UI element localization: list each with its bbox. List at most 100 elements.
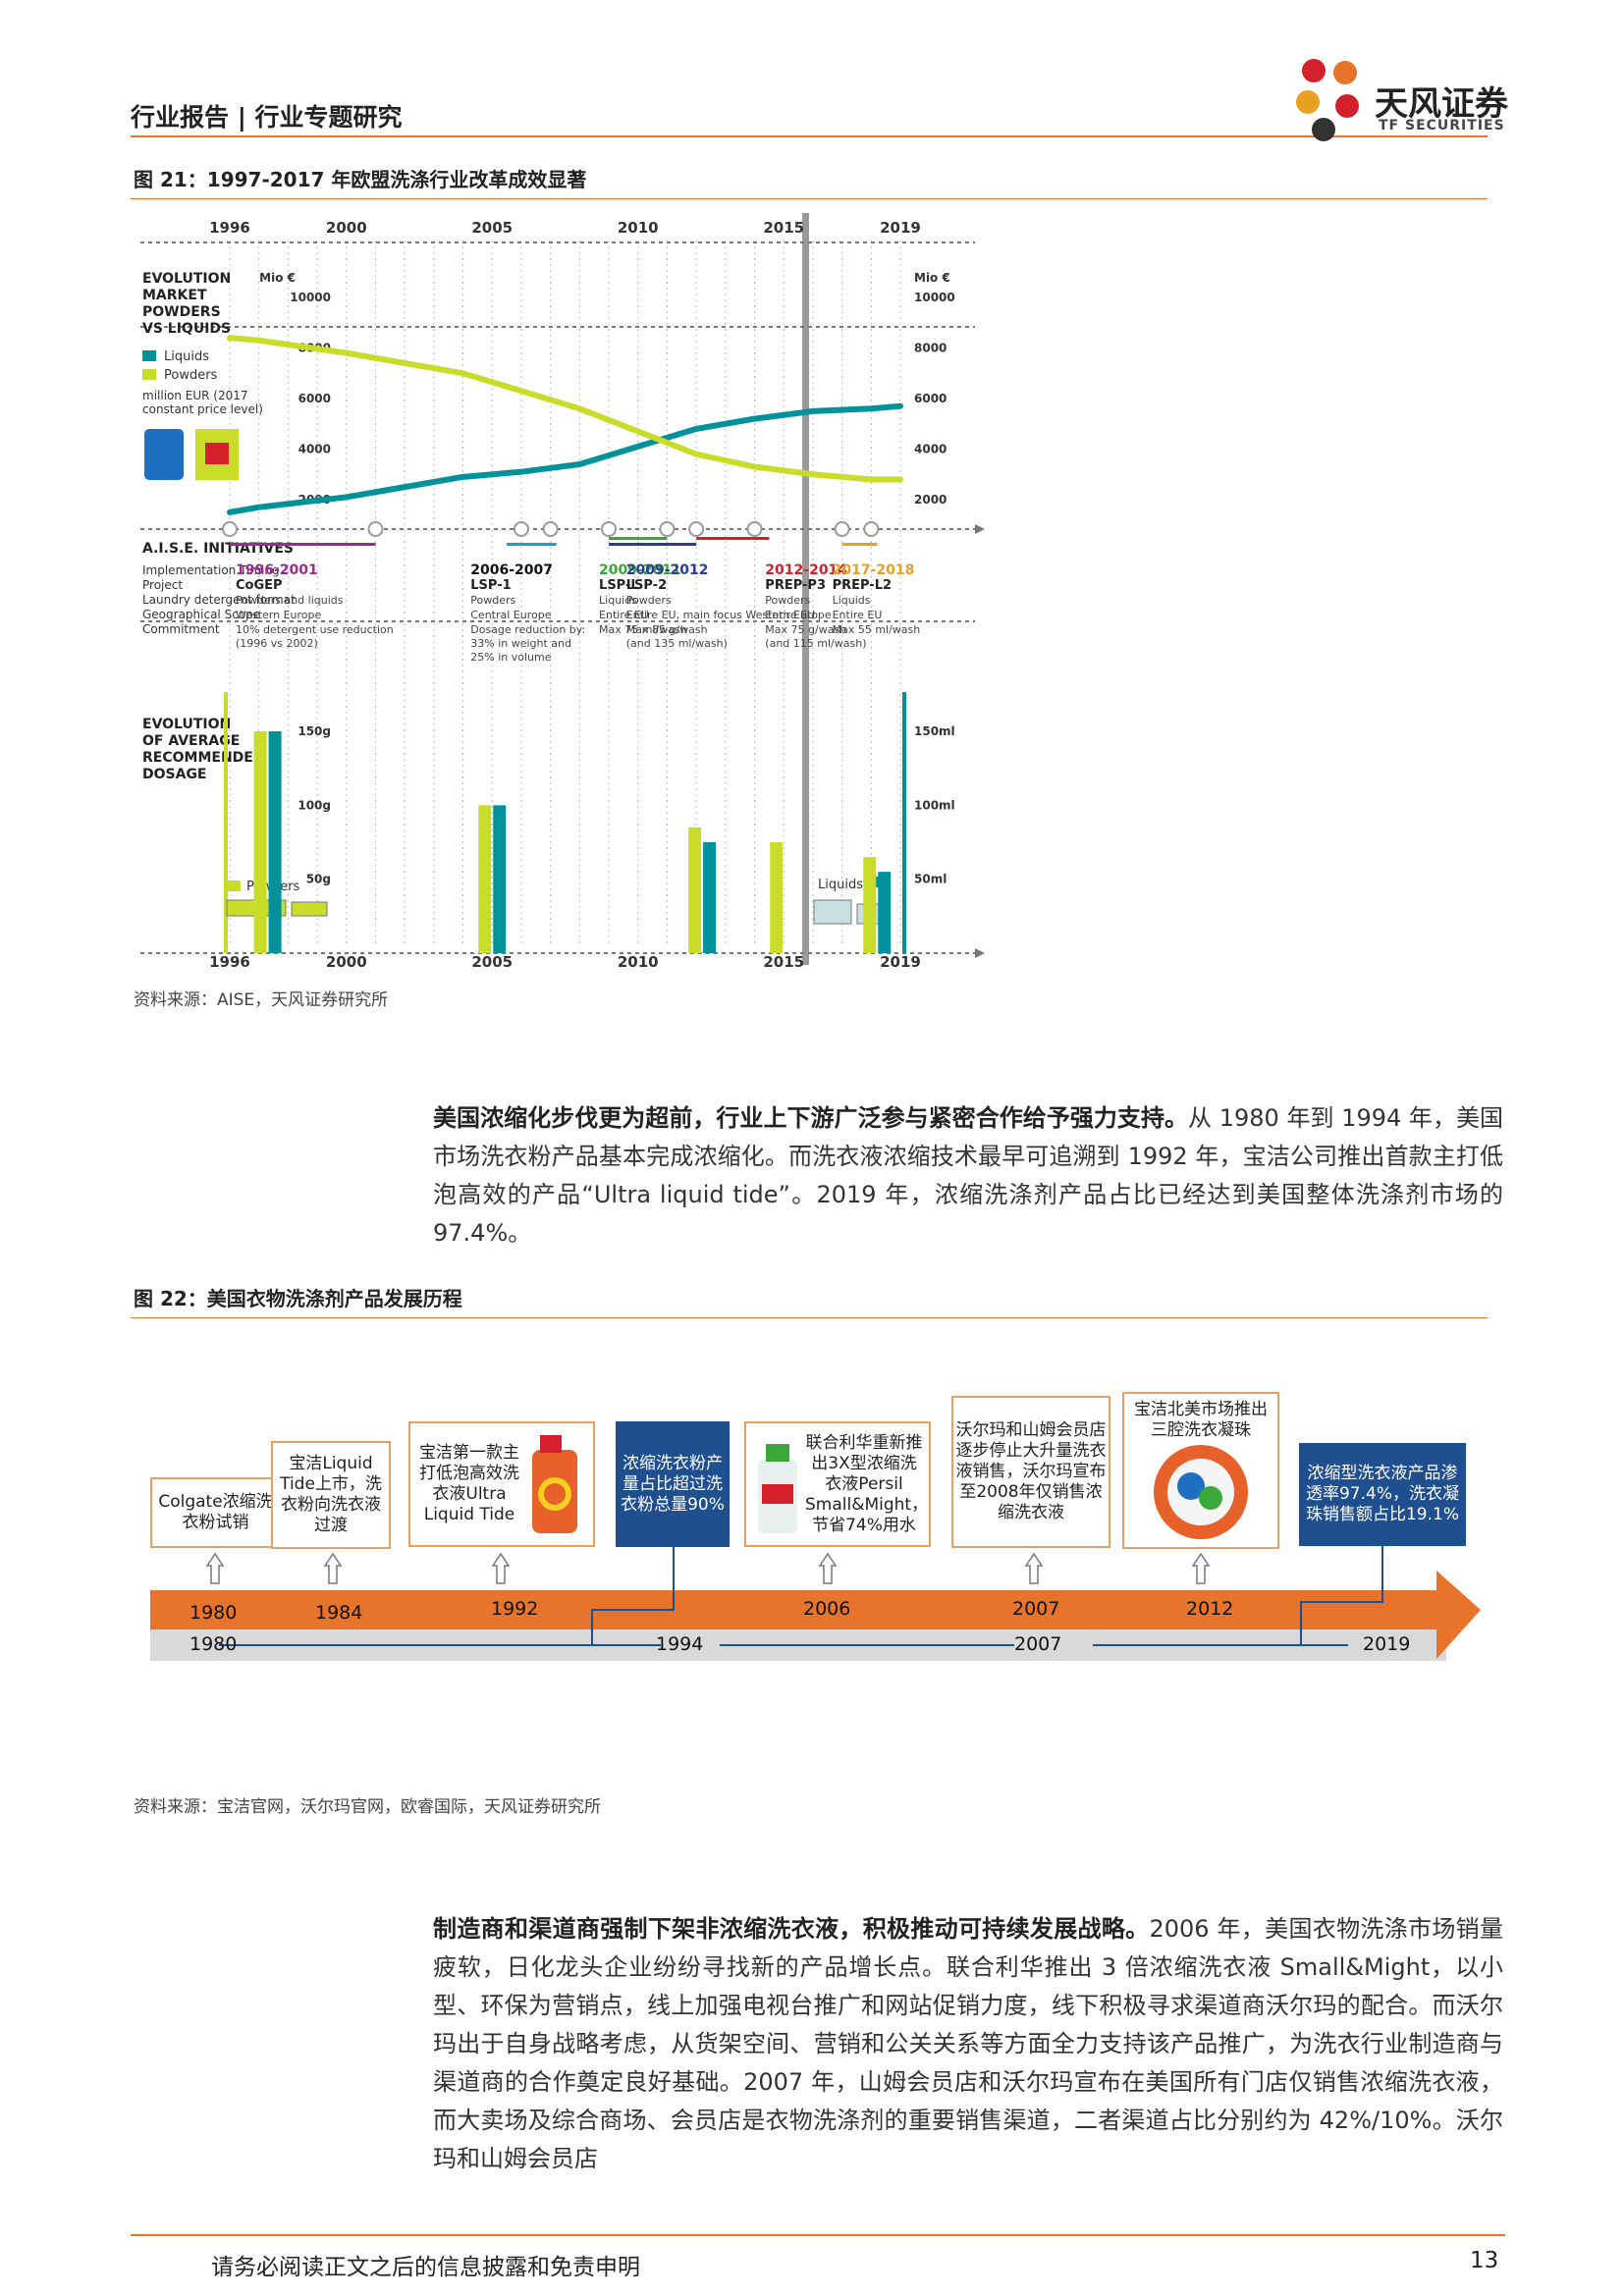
timeline-box-1992-text: 宝洁第一款主打低泡高效洗衣液Ultra Liquid Tide (419, 1443, 519, 1524)
timeline-year-1992: 1992 (491, 1598, 539, 1620)
footer-disclaimer: 请务必阅读正文之后的信息披露和免责申明 (211, 2255, 640, 2280)
timeline-box-1984: 宝洁Liquid Tide上市，洗衣粉向洗衣液过渡 (271, 1441, 391, 1549)
series-line-liquids (227, 402, 903, 515)
initiative-format: Powders and liquids (236, 594, 344, 607)
bar-liquids-2006 (493, 805, 507, 953)
dosage-title-line: DOSAGE (142, 767, 207, 782)
header-divider (131, 135, 1488, 137)
initiative-span (696, 537, 770, 540)
powder-scoop-small-icon (291, 901, 328, 917)
initiative-project: LSP-1 (470, 578, 511, 593)
initiative-scope: Western Europe (236, 609, 322, 621)
timeline-bottom-year-1980: 1980 (189, 1633, 238, 1655)
initiative-scope: Central Europe (470, 609, 551, 621)
initiative-format: Liquids (599, 594, 637, 607)
dosage-left-bar-axis (224, 692, 228, 953)
top-year-label: 2019 (880, 219, 921, 237)
tide-bottle-icon (532, 1435, 577, 1533)
timeline-box-2006: 联合利华重新推出3X型浓缩洗衣液Persil Small&Might，节省74%… (744, 1421, 931, 1547)
timeline-bottom-year-1994: 1994 (656, 1633, 704, 1655)
timeline-box-2006-text: 联合利华重新推出3X型浓缩洗衣液Persil Small&Might，节省74%… (805, 1432, 929, 1535)
initiative-marker (513, 521, 529, 537)
initiative-format: Powders (470, 594, 515, 607)
unit-note-line: constant price level) (142, 402, 263, 416)
bottom-year-label: 2000 (326, 953, 367, 971)
bar-powders-2019 (863, 857, 877, 953)
initiative-project: CoGEP (236, 578, 283, 593)
bar-powders-2012 (688, 827, 702, 953)
dosage-legend-powders-swatch (227, 881, 241, 891)
timeline-bottom-year-2019: 2019 (1363, 1633, 1411, 1655)
dosage-tick-left: 100g (298, 798, 331, 812)
mio-right: Mio € (914, 271, 950, 285)
initiative-project: PREP-P3 (765, 578, 826, 593)
timeline-bottom-year-2007: 2007 (1014, 1633, 1062, 1655)
legend-powders-label: Powders (164, 368, 218, 383)
initiative-marker (746, 521, 763, 537)
tide-pods-icon (1154, 1445, 1248, 1539)
figure-22-source: 资料来源：宝洁官网，沃尔玛官网，欧睿国际，天风证券研究所 (134, 1797, 601, 1817)
timeline-year-2007: 2007 (1012, 1598, 1060, 1620)
powder-box-label-icon (205, 443, 229, 464)
initiative-project: PREP-L2 (833, 578, 892, 593)
page-number: 13 (1470, 2248, 1499, 2273)
bar-liquids-2019 (878, 872, 892, 953)
initiative-span (230, 543, 376, 546)
market-title-line: VS LIQUIDS (142, 321, 231, 337)
timeline-box-1994: 浓缩洗衣粉产量占比超过洗衣粉总量90% (616, 1421, 730, 1547)
market-title-line: MARKET (142, 288, 207, 303)
center-divider (802, 213, 809, 965)
top-year-label: 1996 (209, 219, 250, 237)
timeline-graphics (150, 1546, 1481, 1661)
initiative-row-label: Project (142, 578, 183, 592)
timeline-year-2012: 2012 (1186, 1598, 1234, 1620)
initiative-commitment: Max 55 ml/wash (833, 623, 921, 636)
figure-21-source: 资料来源：AISE，天风证券研究所 (134, 990, 389, 1010)
initiative-marker (863, 521, 880, 537)
liquid-cap-large-icon (813, 899, 852, 925)
initiative-timing: 2009-2012 (626, 562, 709, 578)
dosage-title-line: OF AVERAGE (142, 733, 240, 749)
initiative-commitment: (and 135 ml/wash) (626, 637, 728, 650)
figure-21-chart: 1996 1996 2000 2000 2005 2005 2010 2010 2015 2015… (140, 213, 985, 971)
y-tick-right: 10000 (914, 291, 955, 304)
timeline-year-2006: 2006 (803, 1598, 851, 1620)
dosage-legend-liquids-label: Liquids (818, 878, 863, 892)
initiative-commitment: 10% detergent use reduction (236, 623, 394, 636)
dosage-tick-right: 150ml (914, 724, 955, 738)
initiative-commitment: Max 75 g/wash (765, 623, 846, 636)
initiative-row-label: Commitment (142, 622, 220, 636)
y-tick-left: 4000 (298, 443, 331, 456)
timeline-arrow-band (150, 1590, 1436, 1629)
timeline-box-2012-text: 宝洁北美市场推出三腔洗衣凝珠 (1134, 1400, 1268, 1440)
initiative-span (507, 543, 557, 546)
timeline-box-1980: Colgate浓缩洗衣粉试销 (150, 1477, 281, 1548)
dosage-title-line: EVOLUTION (142, 717, 231, 732)
y-tick-right: 4000 (914, 443, 947, 456)
y-tick-right: 2000 (914, 493, 947, 507)
figure-21-title: 图 21：1997-2017 年欧盟洗涤行业改革成效显著 (134, 168, 587, 191)
paragraph-1-body: 从 1980 年到 1994 年，美国市场洗衣粉产品基本完成浓缩化。而洗衣液浓缩… (433, 1104, 1504, 1247)
initiative-scope: Entire EU, main focus Western Europe (626, 609, 832, 621)
bottom-year-label: 2015 (763, 953, 804, 971)
initiative-project: LSP-2 (626, 578, 667, 593)
dosage-tick-left: 50g (306, 873, 331, 886)
legend-liquids-label: Liquids (164, 349, 209, 364)
dosage-right-bar-axis (902, 692, 906, 953)
y-tick-right: 8000 (914, 342, 947, 355)
liquid-bottle-icon (144, 429, 184, 480)
paragraph-2-lead: 制造商和渠道商强制下架非浓缩洗衣液，积极推动可持续发展战略。 (433, 1915, 1150, 1943)
timeline-box-2007: 沃尔玛和山姆会员店逐步停止大升量洗衣液销售，沃尔玛宣布至2008年仅销售浓缩洗衣… (951, 1396, 1110, 1548)
unit-note-line: million EUR (2017 (142, 389, 248, 402)
header-title: 行业报告 | 行业专题研究 (131, 103, 403, 132)
top-year-label: 2005 (471, 219, 513, 237)
y-tick-right: 6000 (914, 392, 947, 405)
initiative-timing: 2006-2007 (470, 562, 553, 578)
initiative-span (609, 543, 697, 546)
bar-powders-2006 (478, 805, 492, 953)
legend-liquids-swatch (142, 350, 156, 361)
initiative-scope: Entire EU (765, 609, 815, 621)
figure-22-rule (131, 1317, 1488, 1318)
initiative-span (841, 543, 878, 546)
dosage-tick-left: 150g (298, 724, 331, 738)
